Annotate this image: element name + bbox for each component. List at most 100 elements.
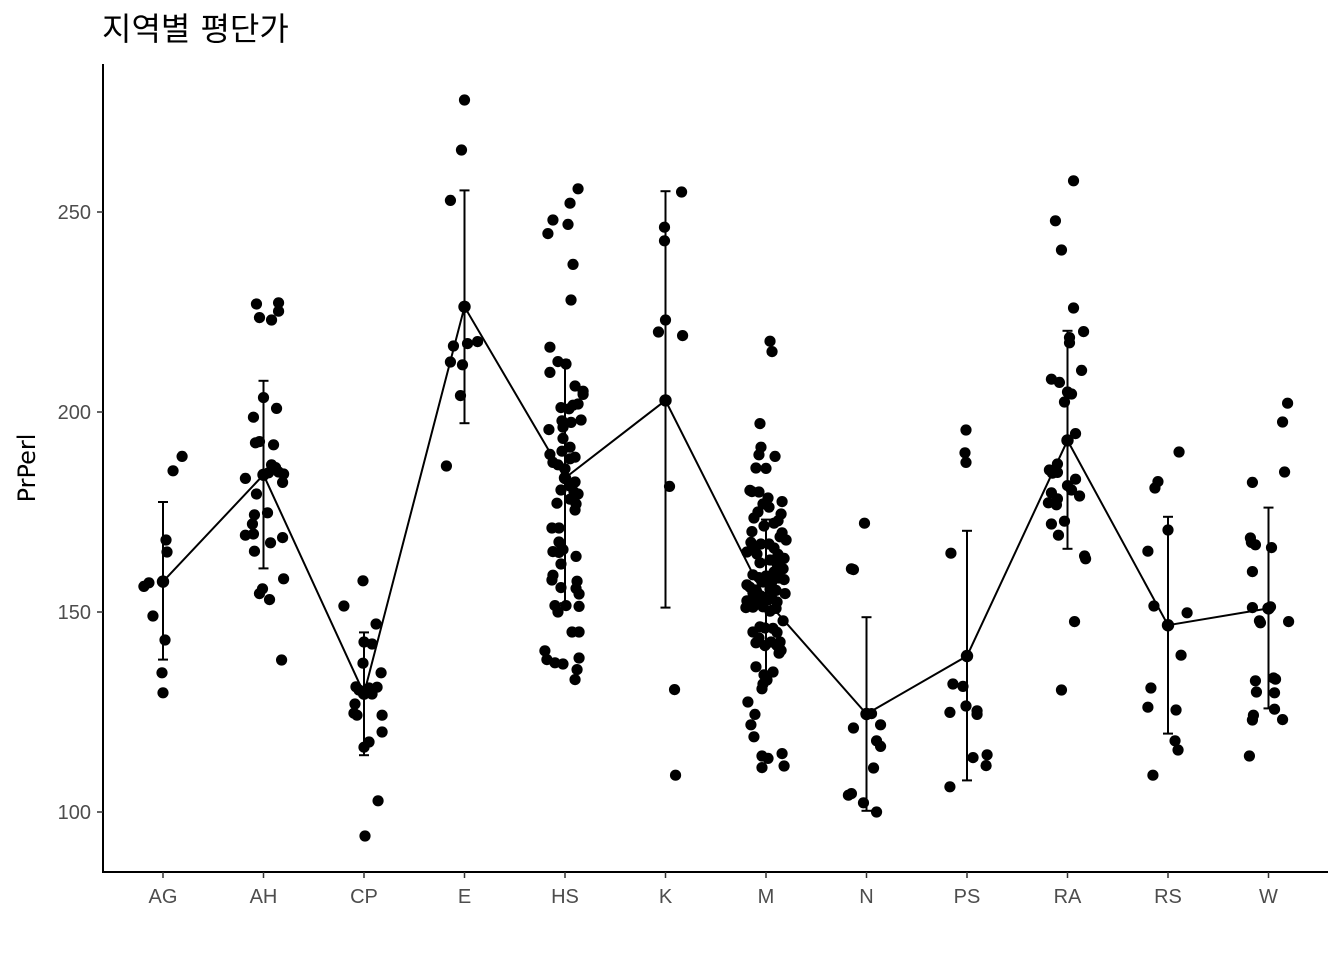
axis-ticks: 100 150 200 250 AG AH CP E HS K M N PS RA RS W [58,202,1278,908]
data-point [246,518,259,530]
data-point [1053,376,1066,388]
data-point [1055,244,1068,256]
data-point [542,228,554,240]
data-point [1055,684,1068,696]
data-point [349,698,361,710]
data-point [376,709,388,721]
x-tick-label: K [659,886,673,908]
data-point [753,449,765,461]
data-point [759,640,771,652]
data-point [351,709,363,721]
mean-point [458,300,471,313]
data-point [759,622,771,634]
data-point [847,564,860,576]
data-point [763,501,775,513]
data-point [564,453,576,465]
data-point [778,760,790,772]
data-point [1246,566,1259,578]
data-point [544,341,556,353]
x-tick-label: RA [1054,886,1082,908]
data-point [751,548,763,560]
data-point [261,507,274,519]
data-point [570,550,582,563]
data-point [1249,675,1262,687]
data-point [944,781,956,793]
data-point [357,657,369,669]
data-point [565,416,577,428]
data-point [1268,687,1281,699]
x-tick-label: RS [1154,886,1182,908]
data-point [544,366,556,378]
data-point [658,221,671,233]
data-point [1175,649,1187,661]
data-point [571,664,583,676]
data-point [1079,553,1092,565]
data-point [567,258,579,270]
data-point [1077,326,1090,338]
data-point [1063,337,1076,349]
data-point [1169,735,1181,747]
data-point [845,788,858,800]
mean-point [1061,434,1074,447]
y-tick-label: 150 [58,602,91,624]
data-point [278,468,290,480]
data-point [272,305,285,317]
data-point [263,594,276,606]
data-point [551,497,563,509]
data-point [754,557,766,569]
data-point [557,658,569,670]
data-point [455,144,468,156]
data-point [749,708,761,721]
data-point [573,600,585,613]
x-tick-label: N [859,886,873,908]
data-point [276,532,289,544]
data-point [944,706,956,719]
data-point [756,762,768,774]
data-point [874,740,887,753]
data-point [375,667,387,679]
data-point [1149,482,1161,494]
data-point [264,537,277,549]
data-point [945,547,957,559]
data-point [161,546,173,558]
data-point [776,748,788,760]
data-point [250,488,263,500]
data-point [454,390,467,402]
data-point [858,517,871,529]
data-point [253,588,266,600]
y-axis-title: PrPerl [13,434,41,503]
data-point [543,424,555,436]
data-point [572,398,584,410]
data-point [762,752,774,765]
data-point [563,403,575,415]
data-point [564,197,576,209]
data-point [750,661,762,673]
data-point [980,760,992,772]
x-tick-label: CP [350,886,378,908]
data-point [756,683,768,695]
mean-point [960,649,974,663]
data-point [573,588,585,600]
data-point [553,522,565,534]
data-point [1145,682,1157,694]
data-point [276,476,289,488]
data-point [552,606,564,618]
data-point [569,380,581,392]
data-point [278,573,290,585]
data-point [565,294,577,306]
data-point [1269,673,1282,685]
data-point [359,830,371,842]
data-point [1075,364,1088,376]
data-point [357,575,369,587]
data-point [746,486,758,498]
data-point [960,456,972,468]
data-point [1142,701,1154,713]
data-point [577,388,589,400]
mean-line [162,304,1269,716]
data-point [338,600,350,612]
data-point [1142,545,1154,557]
data-point [1068,616,1081,628]
data-point [572,488,584,500]
data-point [1173,446,1185,458]
